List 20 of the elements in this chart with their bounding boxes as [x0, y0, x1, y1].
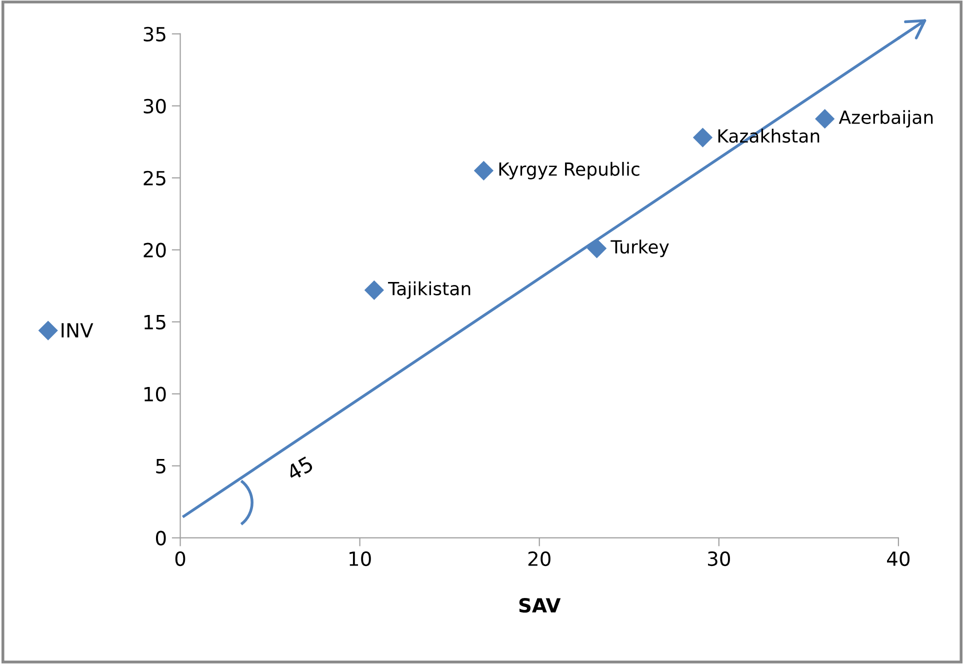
y-tick-label: 35	[144, 26, 166, 42]
x-axis-title: SAV	[519, 598, 561, 613]
x-tick-label: 20	[528, 551, 550, 566]
y-tick-label: 10	[144, 386, 166, 402]
y-tick-label: 0	[156, 530, 166, 546]
annotation: 45	[286, 456, 314, 482]
annotation: Turkey	[610, 240, 669, 258]
x-tick-label: 0	[175, 551, 186, 566]
x-tick-label: 30	[708, 551, 730, 566]
x-tick-label: 40	[887, 551, 910, 566]
y-tick-label: 30	[144, 98, 166, 114]
annotation: Azerbaijan	[838, 110, 933, 128]
legend-label: INV	[62, 323, 94, 338]
y-tick-label: 15	[144, 315, 166, 330]
x-tick-label: 10	[350, 551, 371, 566]
y-tick-label: 5	[156, 459, 166, 474]
y-tick-label: 20	[144, 242, 166, 258]
y-tick-label: 25	[144, 170, 166, 186]
annotation: Tajikistan	[388, 281, 470, 299]
annotation: Kyrgyz Republic	[499, 162, 640, 180]
